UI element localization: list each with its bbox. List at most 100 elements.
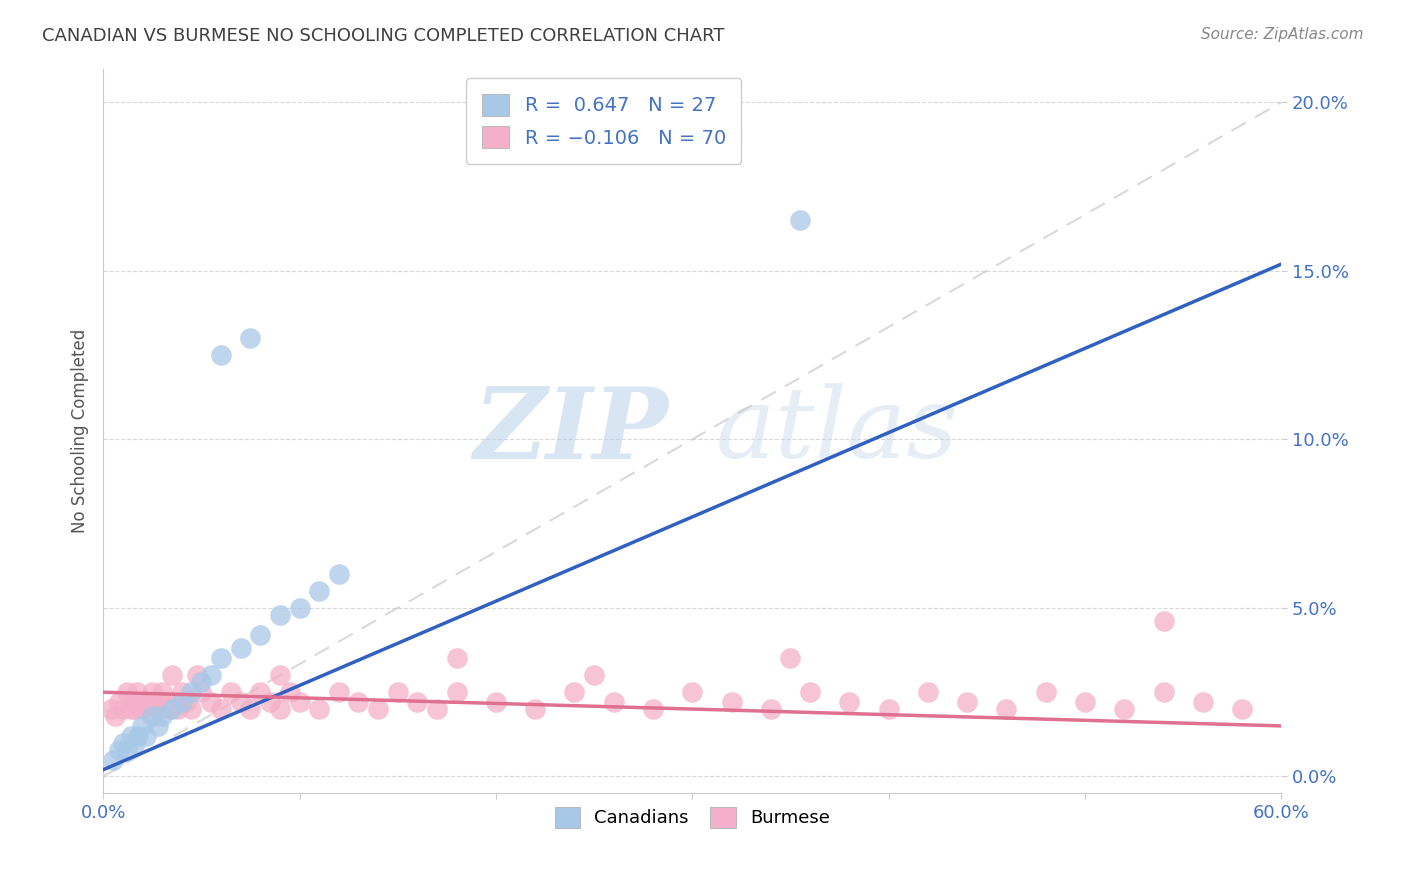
Point — [127, 729, 149, 743]
Point — [209, 348, 232, 362]
Point — [1153, 685, 1175, 699]
Point — [446, 651, 468, 665]
Point — [779, 651, 801, 665]
Y-axis label: No Schooling Completed: No Schooling Completed — [72, 329, 89, 533]
Point — [387, 685, 409, 699]
Point — [1114, 702, 1136, 716]
Point — [838, 695, 860, 709]
Point — [249, 628, 271, 642]
Point — [269, 668, 291, 682]
Point — [155, 695, 177, 709]
Point — [799, 685, 821, 699]
Point — [108, 742, 131, 756]
Point — [1074, 695, 1097, 709]
Point — [159, 702, 181, 716]
Point — [229, 695, 252, 709]
Point — [111, 736, 134, 750]
Point — [1035, 685, 1057, 699]
Point — [681, 685, 703, 699]
Point — [200, 668, 222, 682]
Point — [125, 685, 148, 699]
Point — [141, 685, 163, 699]
Point — [239, 331, 262, 345]
Point — [524, 702, 547, 716]
Point — [446, 685, 468, 699]
Point — [150, 708, 173, 723]
Point — [956, 695, 979, 709]
Point — [190, 685, 212, 699]
Point — [249, 685, 271, 699]
Point — [583, 668, 606, 682]
Point — [143, 695, 166, 709]
Point — [347, 695, 370, 709]
Point — [160, 668, 183, 682]
Point — [150, 685, 173, 699]
Point — [602, 695, 624, 709]
Point — [135, 695, 157, 709]
Point — [190, 675, 212, 690]
Point — [288, 695, 311, 709]
Point — [186, 668, 208, 682]
Point — [135, 729, 157, 743]
Point — [995, 702, 1018, 716]
Point — [200, 695, 222, 709]
Text: CANADIAN VS BURMESE NO SCHOOLING COMPLETED CORRELATION CHART: CANADIAN VS BURMESE NO SCHOOLING COMPLET… — [42, 27, 724, 45]
Point — [174, 695, 197, 709]
Point — [160, 702, 183, 716]
Point — [120, 702, 142, 716]
Point — [485, 695, 508, 709]
Point — [104, 708, 127, 723]
Point — [564, 685, 586, 699]
Point — [917, 685, 939, 699]
Point — [121, 695, 143, 709]
Point — [111, 702, 134, 716]
Point — [1230, 702, 1253, 716]
Point — [139, 702, 162, 716]
Point — [308, 584, 330, 599]
Point — [141, 708, 163, 723]
Point — [229, 641, 252, 656]
Point — [789, 213, 811, 227]
Point — [101, 753, 124, 767]
Point — [1153, 615, 1175, 629]
Point — [166, 702, 188, 716]
Point — [108, 695, 131, 709]
Point — [328, 685, 350, 699]
Point — [180, 702, 202, 716]
Point — [308, 702, 330, 716]
Point — [124, 702, 146, 716]
Point — [219, 685, 242, 699]
Point — [170, 695, 193, 709]
Text: atlas: atlas — [716, 384, 959, 479]
Point — [100, 702, 122, 716]
Point — [209, 702, 232, 716]
Point — [426, 702, 449, 716]
Point — [239, 702, 262, 716]
Point — [146, 702, 169, 716]
Point — [163, 695, 186, 709]
Point — [131, 719, 153, 733]
Point — [209, 651, 232, 665]
Point — [720, 695, 742, 709]
Point — [120, 729, 142, 743]
Point — [1192, 695, 1215, 709]
Point — [115, 742, 138, 756]
Point — [180, 685, 202, 699]
Point — [288, 601, 311, 615]
Point — [328, 567, 350, 582]
Point — [877, 702, 900, 716]
Point — [170, 685, 193, 699]
Point — [641, 702, 664, 716]
Point — [759, 702, 782, 716]
Point — [406, 695, 429, 709]
Point — [269, 607, 291, 622]
Point — [367, 702, 389, 716]
Point — [278, 685, 301, 699]
Point — [146, 719, 169, 733]
Point — [269, 702, 291, 716]
Legend: Canadians, Burmese: Canadians, Burmese — [547, 800, 837, 835]
Text: ZIP: ZIP — [474, 383, 669, 479]
Point — [124, 736, 146, 750]
Point — [127, 695, 149, 709]
Point — [131, 702, 153, 716]
